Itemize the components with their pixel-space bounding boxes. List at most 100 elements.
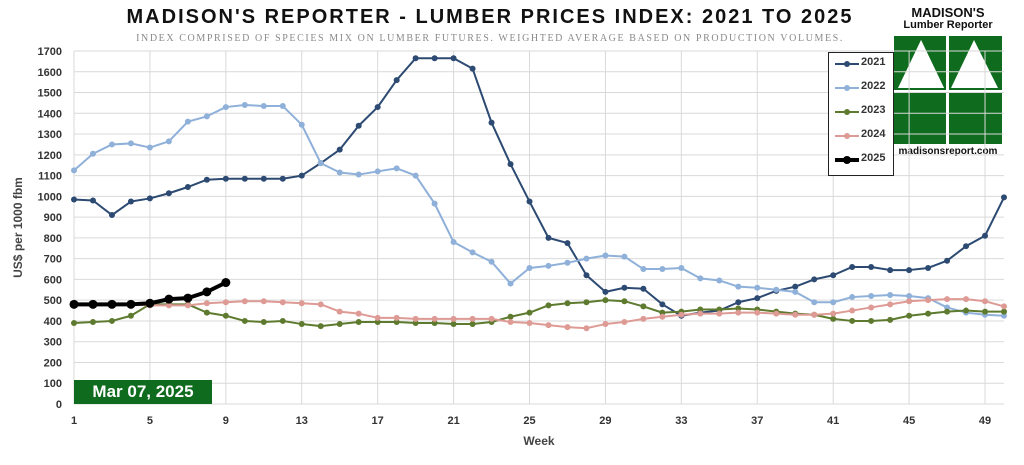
data-point-2023	[906, 312, 913, 319]
data-point-2023	[925, 310, 932, 317]
data-point-2022	[868, 293, 875, 300]
data-point-2022	[830, 299, 837, 306]
data-point-2023	[108, 317, 115, 324]
data-point-2024	[811, 311, 818, 318]
x-tick-label: 9	[223, 415, 229, 427]
date-badge: Mar 07, 2025	[74, 380, 212, 404]
data-point-2024	[830, 310, 837, 317]
data-point-2024	[849, 307, 856, 314]
data-point-2023	[469, 321, 476, 328]
y-tick-label: 1300	[38, 129, 62, 141]
data-point-2021	[393, 77, 400, 84]
data-point-2022	[507, 280, 514, 287]
y-axis-title: US$ per 1000 fbm	[11, 177, 25, 278]
data-point-2021	[583, 272, 590, 279]
data-point-2023	[393, 318, 400, 325]
data-point-2021	[906, 267, 913, 274]
data-point-2024	[203, 300, 210, 307]
data-point-2023	[583, 299, 590, 306]
data-point-2024	[868, 304, 875, 311]
data-point-2023	[279, 317, 286, 324]
data-point-2022	[431, 200, 438, 207]
x-tick-label: 21	[447, 415, 459, 427]
data-point-2022	[165, 138, 172, 145]
data-point-2023	[89, 318, 96, 325]
x-tick-label: 33	[675, 415, 687, 427]
y-tick-label: 1500	[38, 88, 62, 100]
data-point-2024	[412, 315, 419, 322]
legend-marker-2021-icon	[835, 61, 859, 67]
legend-marker-2023-icon	[835, 109, 859, 115]
data-point-2025	[107, 299, 117, 309]
data-point-2024	[583, 325, 590, 332]
series-line-2023	[73, 299, 1004, 328]
x-tick-label: 13	[296, 415, 308, 427]
data-point-2024	[317, 301, 324, 308]
data-point-2024	[982, 298, 989, 305]
x-axis-title: Week	[523, 434, 554, 448]
data-point-2022	[906, 293, 913, 300]
data-point-2024	[431, 315, 438, 322]
data-point-2023	[71, 320, 77, 327]
data-point-2021	[450, 55, 457, 62]
data-point-2021	[89, 197, 96, 204]
data-point-2024	[1001, 303, 1007, 310]
data-point-2021	[1001, 194, 1007, 201]
data-point-2021	[203, 176, 210, 183]
data-point-2025	[202, 287, 212, 297]
data-point-2023	[450, 321, 457, 328]
data-point-2024	[697, 310, 704, 317]
data-point-2022	[279, 103, 286, 110]
legend-label-2021: 2021	[861, 56, 886, 68]
data-point-2022	[792, 288, 799, 295]
data-point-2023	[830, 315, 837, 322]
data-point-2023	[887, 316, 894, 323]
data-point-2024	[925, 297, 932, 304]
data-point-2023	[203, 309, 210, 316]
data-point-2021	[602, 288, 609, 295]
data-point-2024	[754, 309, 761, 316]
y-tick-label: 1100	[38, 171, 62, 183]
x-tick-label: 5	[147, 415, 153, 427]
data-point-2022	[621, 253, 628, 260]
data-point-2024	[716, 310, 723, 317]
data-point-2021	[108, 212, 115, 219]
data-point-2022	[203, 113, 210, 120]
data-point-2021	[165, 190, 172, 197]
data-point-2024	[773, 310, 780, 317]
data-point-2021	[564, 240, 571, 247]
data-point-2021	[488, 119, 495, 126]
data-point-2021	[355, 122, 362, 129]
data-point-2024	[393, 314, 400, 321]
data-point-2024	[564, 324, 571, 331]
data-point-2023	[317, 323, 324, 330]
data-point-2022	[944, 304, 951, 311]
y-tick-label: 1200	[38, 150, 62, 162]
data-point-2022	[412, 172, 419, 179]
data-point-2022	[640, 266, 647, 273]
data-point-2023	[412, 320, 419, 327]
data-point-2021	[71, 196, 77, 203]
data-point-2021	[222, 175, 229, 182]
data-point-2023	[260, 318, 267, 325]
legend-item-2023: 2023	[829, 102, 893, 122]
y-tick-label: 900	[44, 212, 62, 224]
legend-item-2021: 2021	[829, 54, 893, 74]
y-tick-label: 600	[44, 274, 62, 286]
data-point-2024	[184, 302, 191, 309]
data-point-2023	[336, 321, 343, 328]
data-point-2024	[469, 315, 476, 322]
legend: 2021 2022 2023 2024 2025	[828, 52, 894, 176]
data-point-2022	[811, 299, 818, 306]
y-tick-label: 700	[44, 254, 62, 266]
x-tick-label: 45	[903, 415, 915, 427]
data-point-2021	[545, 234, 552, 241]
data-point-2023	[545, 302, 552, 309]
data-point-2023	[127, 312, 134, 319]
data-point-2024	[735, 309, 742, 316]
madisons-logo: MADISON'S Lumber Reporter madisonsreport…	[892, 6, 1004, 158]
logo-name-line1: MADISON'S	[911, 5, 985, 20]
data-point-2022	[71, 167, 77, 174]
x-tick-label: 1	[71, 415, 77, 427]
data-point-2022	[184, 118, 191, 125]
